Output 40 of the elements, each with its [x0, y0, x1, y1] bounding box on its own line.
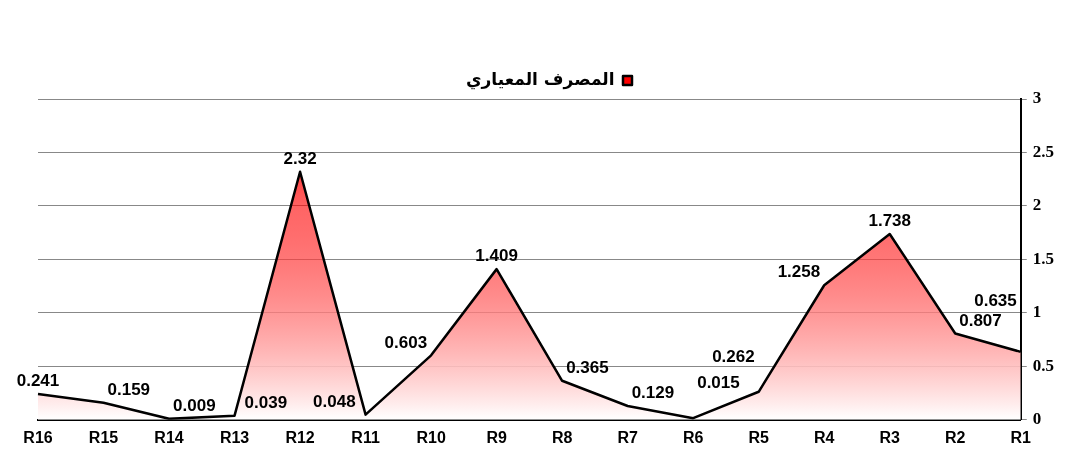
y-tick-label: 1.5 [1032, 248, 1054, 268]
data-label: 0.159 [107, 379, 151, 399]
x-tick-label: R10 [416, 428, 446, 446]
y-tick-label: 0 [1032, 409, 1042, 429]
x-tick-label: R2 [945, 428, 966, 446]
data-label: 0.048 [313, 391, 356, 411]
x-tick-label: R15 [88, 428, 119, 446]
x-tick-label: R1 [1010, 428, 1032, 446]
x-tick-label: R11 [351, 428, 380, 446]
data-label: 0.365 [566, 357, 609, 377]
x-tick-label: R4 [813, 428, 835, 446]
x-tick-label: R9 [486, 428, 507, 446]
data-label: 1.738 [868, 211, 911, 231]
x-tick-label: R3 [879, 428, 901, 446]
data-label: 0.262 [712, 346, 755, 366]
data-label: 0.015 [697, 373, 740, 393]
data-label: 0.807 [959, 310, 1002, 330]
data-label: 1.258 [777, 262, 821, 282]
data-label: 1.409 [475, 246, 518, 266]
x-tick-label: R8 [551, 428, 573, 446]
y-tick-label: 3 [1032, 88, 1042, 108]
data-label: 0.635 [974, 291, 1017, 311]
x-tick-label: R13 [219, 428, 250, 446]
data-label: 0.603 [384, 332, 428, 352]
y-tick-label: 2 [1032, 195, 1042, 215]
x-tick-label: R5 [748, 428, 770, 446]
legend-label: المصرف المعياري [466, 68, 615, 90]
data-label: 0.129 [631, 383, 675, 403]
x-tick-label: R12 [285, 428, 315, 446]
x-tick-label: R6 [682, 428, 704, 446]
y-tick-label: 1 [1032, 302, 1042, 322]
data-label: 0.039 [244, 392, 288, 412]
data-label: 0.009 [173, 396, 216, 416]
x-tick-label: R16 [23, 428, 53, 446]
data-label: 2.32 [283, 148, 317, 168]
y-tick-label: 2.5 [1032, 141, 1054, 161]
y-tick-label: 0.5 [1032, 355, 1054, 375]
data-label: 0.241 [16, 371, 60, 391]
x-tick-label: R7 [617, 428, 638, 446]
x-tick-label: R14 [154, 428, 184, 446]
